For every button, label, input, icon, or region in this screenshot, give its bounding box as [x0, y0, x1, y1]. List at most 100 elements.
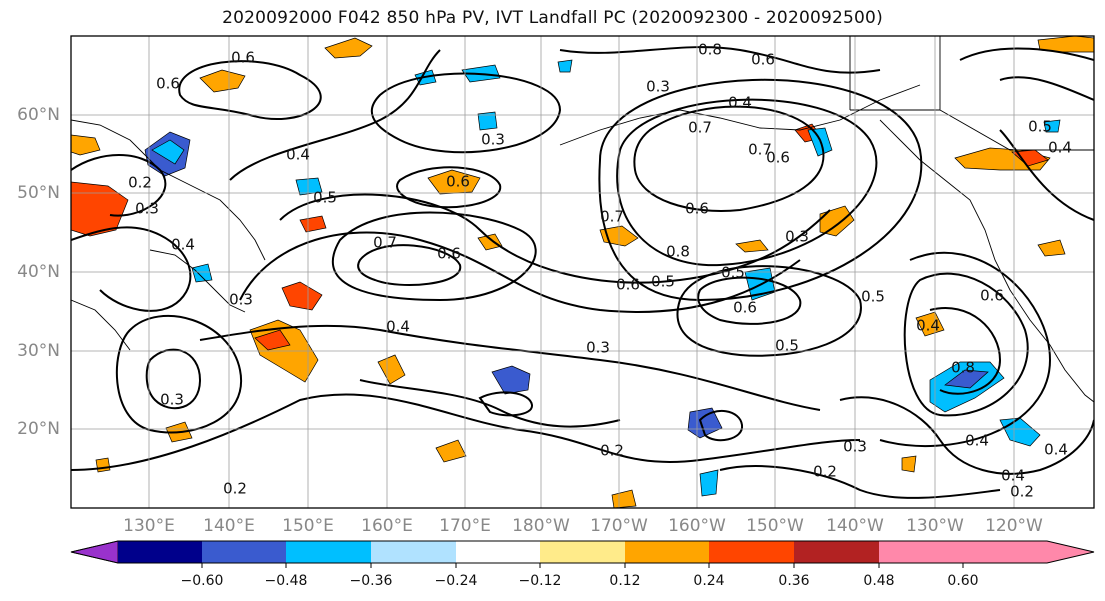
coastline-asia [71, 119, 266, 261]
colorbar-segment [540, 541, 625, 563]
lon-label: 130°E [123, 516, 175, 536]
contour-label: 0.7 [688, 119, 712, 137]
lon-label: 120°W [985, 516, 1043, 536]
colorbar-segment [456, 541, 540, 563]
contour [676, 265, 862, 357]
contour-label: 0.3 [229, 291, 253, 309]
colorbar-tick-label: 0.60 [947, 573, 978, 589]
contour-labels: 0.6 0.8 0.6 0.3 0.4 0.7 0.7 0.6 0.4 0.3 … [128, 41, 1072, 501]
colorbar-segment [202, 541, 286, 563]
shade-positive [254, 329, 291, 351]
contour [239, 231, 801, 313]
contour [199, 324, 821, 411]
longitude-labels: 130°E 140°E 150°E 160°E 170°E 180°W 170°… [123, 516, 1043, 536]
shade-negative [699, 469, 719, 497]
map-frame [70, 35, 1095, 509]
shade-positive [819, 205, 855, 237]
contour [903, 272, 1029, 417]
contour-label: 0.7 [600, 208, 624, 226]
shade-positive [477, 233, 503, 251]
contour-label: 0.6 [231, 49, 255, 67]
lon-label: 170°E [439, 516, 491, 536]
gridlines [71, 36, 1094, 508]
shade-positive [435, 439, 467, 463]
colorbar-tick-label: 0.24 [693, 573, 724, 589]
contour-label: 0.3 [160, 391, 184, 409]
shade-positive [299, 215, 327, 233]
contour-label: 0.5 [861, 288, 885, 306]
contour [839, 396, 1094, 475]
contour [999, 76, 1094, 101]
colorbar-tick-labels: −0.60 −0.48 −0.36 −0.24 −0.12 0.12 0.24 … [181, 573, 979, 589]
colorbar-tick-label: −0.48 [265, 573, 308, 589]
lon-label: 130°W [906, 516, 964, 536]
contour-label: 0.6 [156, 75, 180, 93]
contour-label: 0.7 [748, 141, 772, 159]
contour-label: 0.3 [646, 78, 670, 96]
contour [598, 78, 923, 302]
contour [279, 193, 831, 284]
contour-label: 0.4 [1048, 139, 1072, 157]
contour-label: 0.5 [721, 264, 745, 282]
contour-label: 0.4 [728, 94, 752, 112]
contour-label: 0.6 [980, 287, 1004, 305]
colorbar-segment [879, 541, 963, 563]
shade-positive [1037, 239, 1066, 257]
shade-positive [324, 37, 373, 59]
lon-label: 150°E [282, 516, 334, 536]
contour-label: 0.6 [766, 149, 790, 167]
contour-label: 0.8 [666, 243, 690, 261]
colorbar-segment [625, 541, 709, 563]
latitude-labels: 60°N 50°N 40°N 30°N 20°N [17, 105, 60, 439]
shade-positive [901, 455, 917, 473]
contour [999, 129, 1094, 221]
contour-label: 0.4 [916, 317, 940, 335]
contour-label: 0.4 [171, 236, 195, 254]
colorbar-segment [794, 541, 879, 563]
lat-label: 40°N [17, 262, 60, 282]
contour-label: 0.8 [951, 359, 975, 377]
contour-label: 0.3 [135, 200, 159, 218]
contour [71, 393, 861, 471]
contour-label: 0.2 [600, 442, 624, 460]
contour-label: 0.2 [813, 463, 837, 481]
shade-negative [1043, 119, 1061, 133]
lat-label: 20°N [17, 419, 60, 439]
anomaly-shading [71, 36, 1094, 508]
lon-label: 180°W [512, 516, 570, 536]
contour-label: 0.8 [698, 41, 722, 59]
colorbar-tick-label: 0.48 [863, 573, 894, 589]
map-panel: 0.6 0.8 0.6 0.3 0.4 0.7 0.7 0.6 0.4 0.3 … [71, 36, 1094, 508]
colorbar-ticks [201, 563, 964, 568]
shade-positive [95, 457, 111, 473]
colorbar-tick-label: −0.12 [519, 573, 562, 589]
map-title: 2020092000 F042 850 hPa PV, IVT Landfall… [222, 8, 883, 28]
contour-label: 0.6 [616, 276, 640, 294]
contour [331, 211, 537, 302]
coastline-north-america [879, 119, 1094, 403]
contour-label: 0.4 [386, 318, 410, 336]
lon-label: 160°W [668, 516, 726, 536]
shade-negative [151, 139, 185, 165]
contour [71, 226, 192, 312]
contour [396, 166, 502, 209]
contour-label: 0.4 [1044, 441, 1068, 459]
contour [71, 154, 167, 217]
lon-label: 160°E [361, 516, 413, 536]
contour [359, 379, 621, 428]
colorbar-segment [118, 541, 202, 563]
shade-positive [915, 311, 945, 337]
contour [616, 98, 878, 267]
shade-positive [71, 134, 101, 156]
contour [357, 244, 462, 286]
contour-label: 0.6 [437, 245, 461, 263]
contour-label: 0.6 [685, 200, 709, 218]
contour-lines [71, 46, 1094, 499]
shade-negative [557, 59, 573, 73]
shade-positive [735, 239, 769, 253]
colorbar-segment [371, 541, 456, 563]
contour-label: 0.5 [1028, 118, 1052, 136]
contour-label: 0.6 [751, 51, 775, 69]
contour-label: 0.5 [775, 337, 799, 355]
contour-label: 0.5 [651, 273, 675, 291]
